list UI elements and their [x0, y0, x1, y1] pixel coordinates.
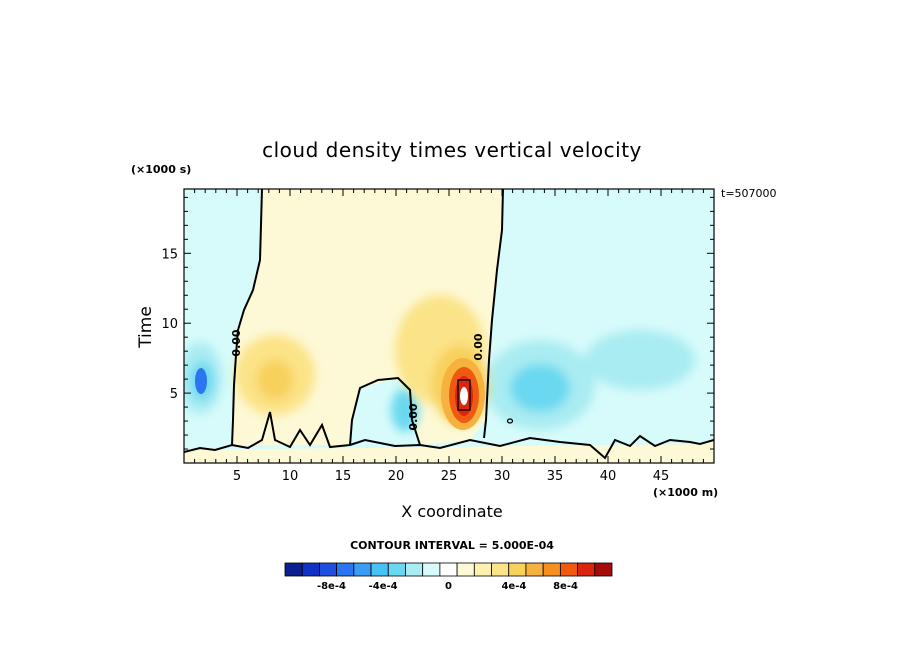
colorbar-swatch — [336, 562, 355, 577]
colorbar-swatch — [594, 562, 613, 577]
colorbar-swatch — [542, 562, 561, 577]
x-tick-label: 20 — [388, 469, 405, 484]
axis-ticks: 5 10 15 20 25 30 35 40 45 5 10 15 — [161, 189, 715, 484]
x-tick-label: 40 — [600, 469, 617, 484]
positive-peak — [460, 387, 468, 405]
heatmap-field: 0.00 0.00 0.00 — [184, 189, 714, 463]
colorbar-swatch — [577, 562, 596, 577]
zero-contour-left — [231, 189, 263, 446]
x-tick-label: 5 — [233, 469, 241, 484]
colorbar-swatch — [284, 562, 303, 577]
colorbar-swatch — [405, 562, 424, 577]
colorbar-swatch — [559, 562, 578, 577]
colorbar-swatch — [508, 562, 527, 577]
zero-contour-gap — [349, 376, 421, 446]
colorbar-swatch — [301, 562, 320, 577]
contour-label-gap: 0.00 — [407, 403, 420, 430]
contour-label-left: 0.00 — [230, 329, 243, 356]
x-tick-label: 45 — [653, 469, 670, 484]
x-axis-label: X coordinate — [401, 502, 503, 521]
x-tick-label: 15 — [335, 469, 352, 484]
contour-interval-label: CONTOUR INTERVAL = 5.000E-04 — [350, 539, 554, 552]
peak-contour — [457, 379, 471, 411]
chart-title: cloud density times vertical velocity — [262, 138, 642, 162]
colorbar-swatch — [456, 562, 475, 577]
x-tick-label: 25 — [441, 469, 458, 484]
x-axis-unit: (×1000 m) — [653, 486, 719, 499]
lower-left-positive-strip — [184, 440, 714, 463]
colorbar-swatch — [525, 562, 544, 577]
y-tick-label: 5 — [170, 387, 178, 402]
x-tick-label: 35 — [547, 469, 564, 484]
timestamp-label: t=507000 — [721, 187, 777, 200]
y-tick-label: 15 — [161, 247, 178, 262]
colorbar-swatch — [491, 562, 510, 577]
y-axis-unit: (×1000 s) — [131, 163, 192, 176]
negative-blob-center-right-core — [510, 364, 570, 412]
colorbar-swatch — [387, 562, 406, 577]
y-tick-label: 10 — [161, 317, 178, 332]
small-contour-ring — [506, 418, 514, 424]
colorbar-swatch — [473, 562, 492, 577]
colorbar-label: 8e-4 — [553, 581, 578, 592]
x-tick-label: 30 — [494, 469, 511, 484]
colorbar: -8e-4 -4e-4 0 4e-4 8e-4 — [284, 562, 613, 592]
negative-blob-right — [585, 330, 695, 390]
colorbar-swatch — [439, 562, 458, 577]
colorbar-swatch — [422, 562, 441, 577]
contour-label-right: 0.00 — [472, 333, 485, 360]
negative-peak-left — [195, 368, 207, 394]
colorbar-swatch — [353, 562, 372, 577]
colorbar-label: -4e-4 — [369, 581, 398, 592]
colorbar-label: -8e-4 — [317, 581, 346, 592]
colorbar-swatch — [319, 562, 338, 577]
colorbar-swatch — [370, 562, 389, 577]
colorbar-label: 4e-4 — [501, 581, 526, 592]
zero-contour-lines — [184, 189, 714, 460]
x-tick-label: 10 — [282, 469, 299, 484]
colorbar-label: 0 — [445, 581, 452, 592]
positive-blob-left-core — [257, 360, 293, 400]
zero-contour-bottom — [184, 411, 714, 460]
zero-contour-right — [483, 189, 504, 439]
